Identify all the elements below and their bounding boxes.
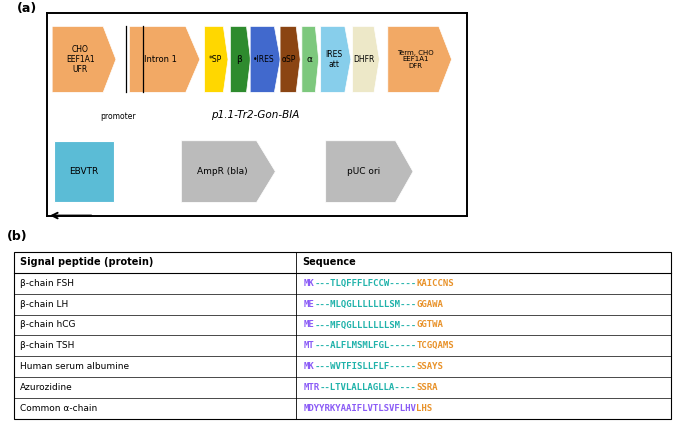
Text: α: α	[306, 55, 312, 64]
Text: MK: MK	[303, 363, 314, 371]
Text: SSRA: SSRA	[416, 383, 438, 392]
Text: MTR: MTR	[303, 383, 320, 392]
Text: β-chain LH: β-chain LH	[21, 299, 68, 308]
Polygon shape	[302, 26, 319, 92]
Text: (b): (b)	[7, 231, 27, 243]
Text: Sequence: Sequence	[302, 257, 356, 267]
Text: ---ALFLMSMLFGL-----: ---ALFLMSMLFGL-----	[314, 341, 416, 350]
Text: β-chain TSH: β-chain TSH	[21, 341, 75, 350]
Text: Intron 1: Intron 1	[144, 55, 177, 64]
Text: *SP: *SP	[208, 55, 221, 64]
Text: ---TLQFFFLFCCW-----: ---TLQFFFLFCCW-----	[314, 279, 416, 288]
Text: IRES
att: IRES att	[325, 50, 342, 69]
Text: ME: ME	[303, 299, 314, 308]
Text: MK: MK	[303, 279, 314, 288]
Polygon shape	[205, 26, 228, 92]
Text: Azurozidine: Azurozidine	[21, 383, 73, 392]
Text: Signal peptide (protein): Signal peptide (protein)	[21, 257, 153, 267]
Text: DHFR: DHFR	[353, 55, 375, 64]
Text: p1.1-Tr2-Gon-BIA: p1.1-Tr2-Gon-BIA	[211, 110, 299, 121]
Text: MT: MT	[303, 341, 314, 350]
Polygon shape	[326, 141, 413, 202]
Polygon shape	[230, 26, 251, 92]
Text: ---WVTFISLLFLF-----: ---WVTFISLLFLF-----	[314, 363, 416, 371]
Polygon shape	[250, 26, 280, 92]
Text: αSP: αSP	[282, 55, 296, 64]
Text: CHO
EEF1A1
UFR: CHO EEF1A1 UFR	[66, 45, 95, 74]
Bar	[14, 252, 671, 419]
Text: •IRES: •IRES	[253, 55, 274, 64]
Text: KAICCNS: KAICCNS	[416, 279, 454, 288]
Polygon shape	[52, 26, 116, 92]
Text: pUC ori: pUC ori	[347, 167, 381, 176]
Text: LHS: LHS	[416, 404, 432, 413]
Text: TCGQAMS: TCGQAMS	[416, 341, 454, 350]
Text: AmpR (bla): AmpR (bla)	[197, 167, 248, 176]
Text: --LTVLALLAGLLA----: --LTVLALLAGLLA----	[320, 383, 416, 392]
Text: β-chain FSH: β-chain FSH	[21, 279, 74, 288]
Text: ---MFQGLLLLLLLSM---: ---MFQGLLLLLLLSM---	[314, 321, 416, 330]
Text: ME: ME	[303, 321, 314, 330]
Text: EBVTR: EBVTR	[69, 167, 99, 176]
Text: β: β	[236, 55, 242, 64]
Polygon shape	[321, 26, 351, 92]
Text: Common α-chain: Common α-chain	[21, 404, 97, 413]
Text: (a): (a)	[17, 2, 37, 15]
Text: GGTWA: GGTWA	[416, 321, 443, 330]
Text: GGAWA: GGAWA	[416, 299, 443, 308]
Polygon shape	[182, 141, 275, 202]
Text: Human serum albumine: Human serum albumine	[21, 363, 129, 371]
Polygon shape	[280, 26, 300, 92]
Polygon shape	[353, 26, 379, 92]
Text: ---MLQGLLLLLLLSM---: ---MLQGLLLLLLLSM---	[314, 299, 416, 308]
Text: β-chain hCG: β-chain hCG	[21, 321, 76, 330]
Polygon shape	[129, 26, 200, 92]
Text: Term, CHO
EEF1A1
DFR: Term, CHO EEF1A1 DFR	[397, 50, 434, 69]
Polygon shape	[388, 26, 451, 92]
Text: MDYYRKYAAIFLVTLSVFLHV: MDYYRKYAAIFLVTLSVFLHV	[303, 404, 416, 413]
FancyBboxPatch shape	[54, 141, 114, 202]
Text: SSAYS: SSAYS	[416, 363, 443, 371]
Text: promoter: promoter	[100, 112, 136, 121]
